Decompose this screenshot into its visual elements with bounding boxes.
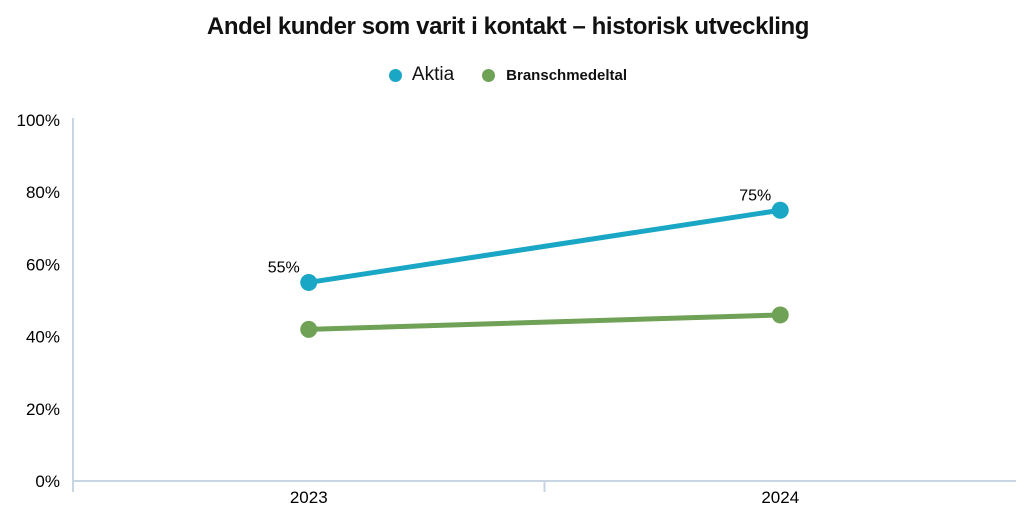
y-tick-label: 80% <box>26 183 60 202</box>
data-point-aktia-2023[interactable] <box>300 273 318 291</box>
series-line-branschmedeltal <box>306 312 783 332</box>
legend-marker-branschmedeltal-icon <box>482 68 496 82</box>
chart-title: Andel kunder som varit i kontakt – histo… <box>206 13 810 40</box>
legend-item-aktia[interactable]: Aktia <box>388 64 455 86</box>
legend-label-aktia: Aktia <box>411 64 455 85</box>
legend-marker-aktia-icon <box>388 68 402 82</box>
series-line-aktia <box>306 207 783 285</box>
data-point-aktia-2024[interactable] <box>771 201 789 219</box>
x-tick-label: 2023 <box>290 488 328 507</box>
data-label-aktia-2024: 75% <box>739 187 771 204</box>
y-tick-label: 60% <box>26 255 60 274</box>
y-tick-label: 20% <box>26 400 60 419</box>
data-label-aktia-2023: 55% <box>268 259 300 276</box>
y-tick-label: 0% <box>35 472 60 491</box>
y-tick-label: 40% <box>26 328 60 347</box>
data-point-branschmedeltal-2024[interactable] <box>771 306 789 324</box>
x-tick-label: 2024 <box>761 488 799 507</box>
legend-label-branschmedeltal: Branschmedeltal <box>506 66 628 84</box>
legend-item-branschmedeltal[interactable]: Branschmedeltal <box>482 67 627 84</box>
legend: Aktia Branschmedeltal <box>0 63 1016 87</box>
data-point-branschmedeltal-2023[interactable] <box>300 320 318 338</box>
y-tick-label: 100% <box>17 111 60 130</box>
